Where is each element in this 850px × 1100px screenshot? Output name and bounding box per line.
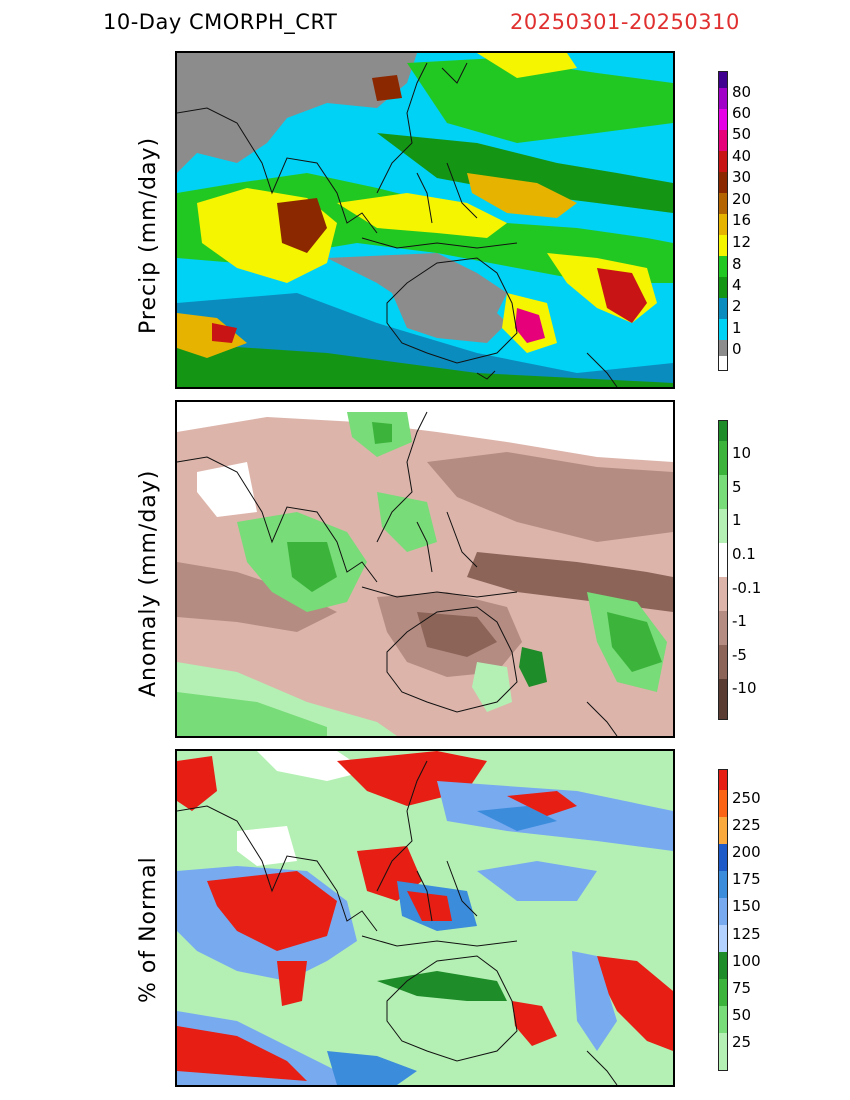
date-range: 20250301-20250310 xyxy=(510,10,740,34)
legend-label: 2 xyxy=(732,297,742,315)
legend-label: 12 xyxy=(732,233,752,251)
legend-label: 125 xyxy=(732,925,761,943)
legend-label: -10 xyxy=(732,679,757,697)
legend-label: 175 xyxy=(732,870,761,888)
legend-label: 150 xyxy=(732,897,761,915)
anomaly-colorbar xyxy=(718,420,728,720)
precip-ylabel: Precip (mm/day) xyxy=(136,136,161,334)
legend-label: 1 xyxy=(732,319,742,337)
legend-label: 75 xyxy=(732,979,752,997)
legend-label: 250 xyxy=(732,789,761,807)
legend-label: 16 xyxy=(732,211,752,229)
anomaly-map xyxy=(175,400,675,738)
percent-map xyxy=(175,749,675,1087)
legend-label: 40 xyxy=(732,147,752,165)
legend-label: 1 xyxy=(732,511,742,529)
legend-label: 5 xyxy=(732,478,742,496)
legend-label: 20 xyxy=(732,190,752,208)
legend-label: 25 xyxy=(732,1033,752,1051)
legend-label: 225 xyxy=(732,816,761,834)
legend-label: -1 xyxy=(732,612,747,630)
percent-colorbar xyxy=(718,769,728,1071)
legend-label: -5 xyxy=(732,646,747,664)
legend-label: 50 xyxy=(732,1006,752,1024)
legend-label: 100 xyxy=(732,952,761,970)
legend-label: 8 xyxy=(732,255,742,273)
anomaly-ylabel: Anomaly (mm/day) xyxy=(136,469,161,697)
map-title: 10-Day CMORPH_CRT xyxy=(103,10,338,34)
percent-ylabel: % of Normal xyxy=(136,856,161,1003)
legend-label: 4 xyxy=(732,276,742,294)
legend-label: 30 xyxy=(732,168,752,186)
legend-label: 0 xyxy=(732,340,742,358)
legend-label: 80 xyxy=(732,83,752,101)
legend-label: 10 xyxy=(732,444,752,462)
precip-colorbar xyxy=(718,71,728,371)
legend-label: 200 xyxy=(732,843,761,861)
legend-label: 0.1 xyxy=(732,545,756,563)
precip-map xyxy=(175,51,675,389)
legend-label: -0.1 xyxy=(732,579,762,597)
legend-label: 50 xyxy=(732,125,752,143)
legend-label: 60 xyxy=(732,104,752,122)
